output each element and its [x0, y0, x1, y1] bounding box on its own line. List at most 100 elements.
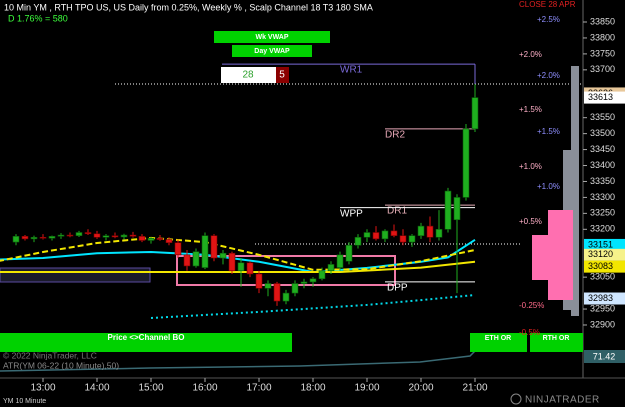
- signal-bar: [470, 333, 527, 352]
- weekly-level-label: +2.0%: [537, 71, 560, 80]
- candle-body: [381, 230, 389, 240]
- signal-label: RTH OR: [543, 335, 570, 342]
- candle-body: [435, 229, 443, 238]
- indicator-line: [150, 294, 476, 319]
- x-tick-label: 19:00: [354, 383, 379, 394]
- y-tick-label: 33850: [590, 16, 615, 26]
- indicator-value-box: [584, 350, 625, 363]
- candle-body: [363, 232, 371, 238]
- candle-body: [264, 283, 272, 289]
- candle-body: [255, 273, 263, 289]
- daily-level-label: +0.5%: [519, 217, 542, 226]
- range-box: [176, 255, 396, 286]
- candle-body: [246, 262, 254, 275]
- weekly-level-label: +1.0%: [537, 182, 560, 191]
- y-tick-label: 32950: [590, 303, 615, 313]
- candle-body: [408, 235, 416, 243]
- price-label: 33151: [588, 239, 613, 249]
- range-box: [0, 267, 151, 283]
- candle-body: [111, 235, 119, 238]
- counter-box: [221, 67, 276, 83]
- x-tick-label: 17:00: [246, 383, 271, 394]
- candle-body: [39, 236, 47, 239]
- x-tick-label: 13:00: [30, 383, 55, 394]
- y-tick-label: 33700: [590, 64, 615, 74]
- indicator-line: [0, 349, 477, 372]
- candle-body: [57, 234, 65, 237]
- signal-label: ETH OR: [485, 335, 511, 342]
- candle-body: [399, 235, 407, 243]
- copyright: © 2022 NinjaTrader, LLC: [3, 350, 97, 360]
- candle-body: [75, 232, 83, 236]
- candle-body: [93, 233, 101, 238]
- button[interactable]: [214, 31, 330, 43]
- x-tick-label: 15:00: [138, 383, 163, 394]
- candle-body: [228, 252, 236, 272]
- plot-area: WR1 DR2 DR1 WPP DPP: [0, 63, 479, 319]
- price-label: 33613: [588, 92, 613, 102]
- level-label: WR1: [340, 65, 363, 76]
- candle-body: [201, 235, 209, 268]
- candle-body: [66, 234, 74, 237]
- indicator-line: [0, 236, 476, 271]
- candle-body: [174, 242, 182, 256]
- counter-value: 5: [279, 70, 285, 81]
- daily-level-label: +1.0%: [519, 162, 542, 171]
- button-label[interactable]: Day VWAP: [254, 48, 290, 55]
- candle-body: [21, 236, 29, 240]
- price-label-box: [584, 248, 625, 261]
- y-tick-label: 33250: [590, 208, 615, 218]
- indicator-line: [0, 238, 476, 274]
- candle-body: [354, 236, 362, 246]
- candle-body: [453, 197, 461, 221]
- y-tick-label: 33750: [590, 48, 615, 58]
- candle-body: [318, 270, 326, 280]
- instrument-label: YM 10 Minute: [3, 398, 46, 405]
- y-tick-label: 32900: [590, 319, 615, 329]
- level-label: DR1: [387, 206, 407, 217]
- candle-body: [156, 237, 164, 240]
- candle-body: [138, 236, 146, 241]
- candle-body: [282, 292, 290, 302]
- button-label[interactable]: Wk VWAP: [255, 34, 288, 41]
- weekly-level-label: +2.5%: [537, 15, 560, 24]
- chart-subtitle: D 1.76% = 580: [8, 13, 68, 23]
- price-label-box: [584, 238, 625, 251]
- candle-body: [471, 97, 479, 130]
- candle-body: [84, 232, 92, 235]
- candle-body: [273, 283, 281, 302]
- indicator-value: 71.42: [593, 351, 616, 361]
- y-tick-label: 33300: [590, 192, 615, 202]
- candle-body: [426, 225, 434, 238]
- price-label-box: [584, 260, 625, 273]
- daily-level-label: -0.5%: [519, 328, 540, 337]
- counter-box: [276, 67, 289, 83]
- candle-body: [444, 190, 452, 230]
- candle-body: [210, 235, 218, 259]
- candle-body: [300, 281, 308, 284]
- price-label: 32983: [588, 293, 613, 303]
- signal-label: Price <>Channel BO: [108, 333, 185, 342]
- level-label: DR2: [385, 129, 405, 140]
- x-tick-label: 20:00: [408, 383, 433, 394]
- button[interactable]: [232, 45, 312, 57]
- price-label-box: [584, 292, 625, 305]
- y-tick-label: 33350: [590, 176, 615, 186]
- candle-body: [309, 278, 317, 283]
- y-tick-label: 33450: [590, 144, 615, 154]
- candle-body: [345, 244, 353, 262]
- candle-body: [48, 236, 56, 239]
- candle-body: [120, 234, 128, 238]
- brand: NINJATRADER: [525, 395, 600, 406]
- y-tick-label: 33050: [590, 272, 615, 282]
- daily-level-label: +1.5%: [519, 105, 542, 114]
- x-tick-label: 14:00: [84, 383, 109, 394]
- level-label: WPP: [340, 208, 363, 219]
- candle-body: [30, 236, 38, 240]
- brand-icon: [510, 393, 522, 405]
- chart-title: 10 Min YM , RTH TPO US, US Daily from 0.…: [4, 2, 373, 12]
- candle-body: [12, 236, 20, 243]
- price-label: 33083: [588, 261, 613, 271]
- signal-bar: [0, 333, 292, 352]
